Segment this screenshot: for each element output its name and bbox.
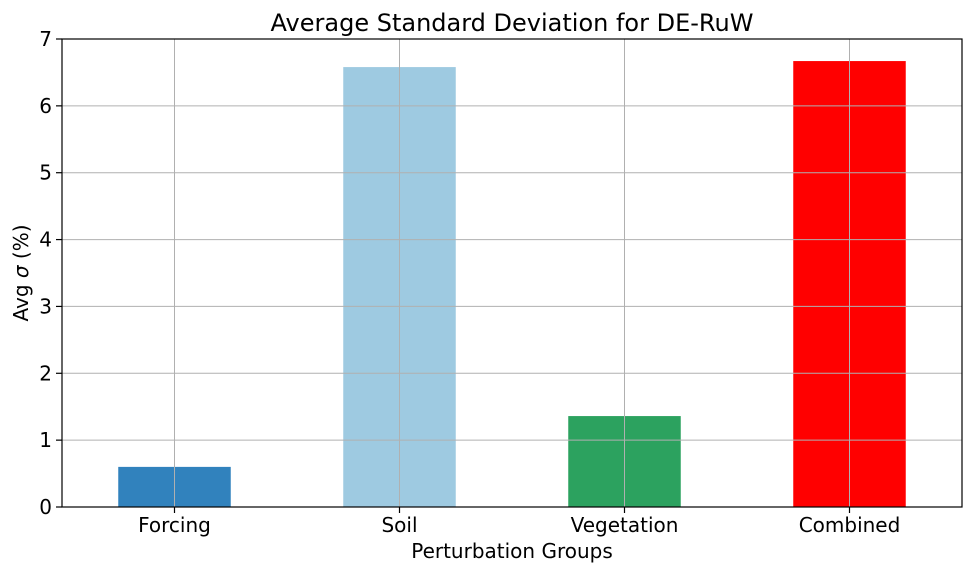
plot-area-frame — [61, 38, 963, 508]
x-tick-label: Combined — [799, 513, 901, 537]
y-axis: 0 1 2 3 4 5 6 7 — [39, 27, 62, 519]
y-axis-label-prefix: Avg — [9, 278, 33, 321]
y-tick-label: 1 — [39, 428, 52, 452]
y-axis-label-symbol: σ — [9, 264, 33, 278]
chart-title: Average Standard Deviation for DE-RuW — [271, 9, 754, 37]
x-axis-label: Perturbation Groups — [411, 539, 613, 563]
x-axis: Forcing Soil Vegetation Combined — [138, 507, 900, 537]
y-tick-label: 0 — [39, 495, 52, 519]
x-tick-label: Vegetation — [571, 513, 679, 537]
x-tick-label: Soil — [381, 513, 417, 537]
y-tick-label: 4 — [39, 228, 52, 252]
y-tick-label: 6 — [39, 94, 52, 118]
y-tick-label: 2 — [39, 361, 52, 385]
y-axis-label: Avg σ (%) — [9, 224, 33, 321]
y-tick-label: 7 — [39, 27, 52, 51]
y-tick-label: 3 — [39, 294, 52, 318]
y-axis-label-suffix: (%) — [9, 224, 33, 265]
y-tick-label: 5 — [39, 161, 52, 185]
x-tick-label: Forcing — [138, 513, 211, 537]
